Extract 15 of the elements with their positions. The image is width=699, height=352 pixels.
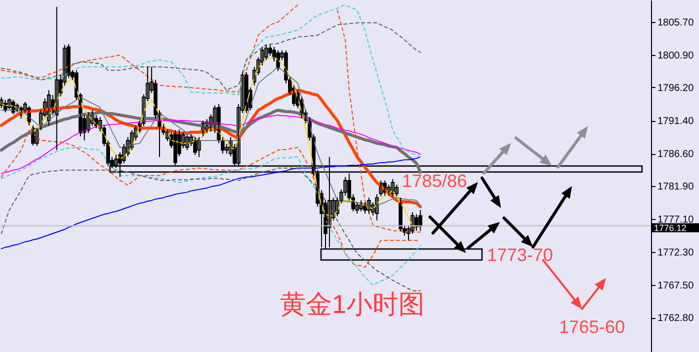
y-tick-label: 1767.50 [658,280,694,292]
y-tick-label: 1762.80 [658,313,694,324]
text: 黄金1小时图 [280,289,424,319]
y-tick-label: 1791.40 [658,116,694,128]
annotation: 1785/86 [402,171,468,191]
y-tick-label: 1786.60 [658,149,694,160]
y-tick-label: 1772.30 [658,248,694,259]
y-tick-label: 1796.20 [658,82,694,94]
annotation: 1773-70 [487,245,554,265]
y-tick-label: 1781.90 [658,181,694,192]
annotation: 1765-60 [559,317,626,337]
line-series [0,22,421,91]
y-tick-label: 1800.90 [658,50,694,62]
y-tick-label: 1805.70 [658,18,694,29]
line-series [0,4,421,158]
